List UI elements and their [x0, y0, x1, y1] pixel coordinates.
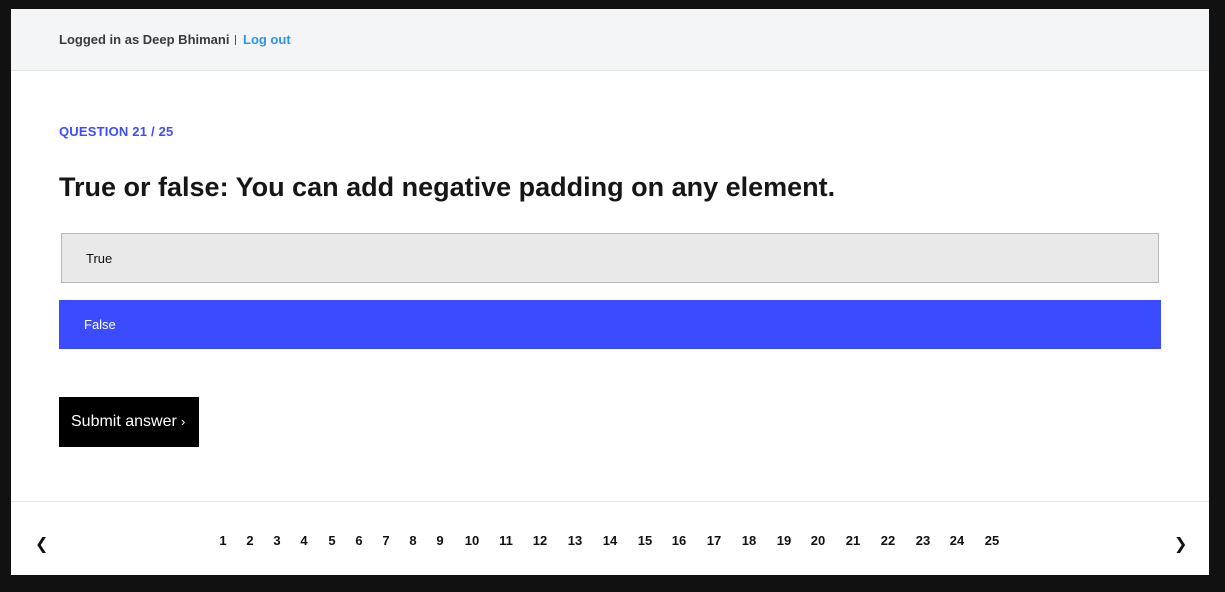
page-number-1[interactable]: 1: [219, 533, 227, 548]
question-counter: QUESTION 21 / 25: [59, 124, 174, 139]
next-question-icon[interactable]: ❯: [1174, 536, 1188, 553]
page-number-3[interactable]: 3: [273, 533, 281, 548]
page-number-6[interactable]: 6: [355, 533, 363, 548]
page-number-12[interactable]: 12: [532, 533, 548, 548]
page-number-19[interactable]: 19: [776, 533, 792, 548]
option-false-label: False: [84, 317, 116, 332]
option-true[interactable]: True: [61, 233, 1159, 283]
quiz-window: Logged in as Deep Bhimani Log out QUESTI…: [11, 9, 1209, 575]
logged-in-label: Logged in as Deep Bhimani: [59, 32, 230, 47]
page-number-20[interactable]: 20: [810, 533, 826, 548]
top-bar: Logged in as Deep Bhimani Log out: [11, 9, 1209, 71]
submit-answer-label: Submit answer: [71, 413, 177, 430]
chevron-right-icon: ›: [181, 414, 186, 429]
page-number-9[interactable]: 9: [436, 533, 444, 548]
logout-link[interactable]: Log out: [243, 32, 291, 47]
page-number-18[interactable]: 18: [741, 533, 757, 548]
page-number-22[interactable]: 22: [880, 533, 896, 548]
page-number-25[interactable]: 25: [984, 533, 1000, 548]
page-number-14[interactable]: 14: [602, 533, 618, 548]
page-number-list: 1 2 3 4 5 6 7 8 9 10 11 12 13 14 15 16 17 18 19 20 21 22 23 24 2…: [211, 533, 1011, 553]
page-number-23[interactable]: 23: [915, 533, 931, 548]
page-number-7[interactable]: 7: [382, 533, 390, 548]
page-number-16[interactable]: 16: [671, 533, 687, 548]
page-number-11[interactable]: 11: [499, 533, 513, 548]
page-number-24[interactable]: 24: [949, 533, 965, 548]
previous-question-icon[interactable]: ❮: [35, 536, 49, 553]
page-number-17[interactable]: 17: [706, 533, 722, 548]
header-separator: [235, 35, 236, 45]
page-number-5[interactable]: 5: [328, 533, 336, 548]
page-number-4[interactable]: 4: [300, 533, 308, 548]
pagination-bar: ❮ 1 2 3 4 5 6 7 8 9 10 11 12 13 14 15 16 17 18 19 20 21 22 23 2…: [11, 501, 1209, 575]
option-true-label: True: [86, 251, 113, 266]
option-false[interactable]: False: [59, 300, 1161, 349]
page-number-21[interactable]: 21: [845, 533, 861, 548]
page-number-10[interactable]: 10: [464, 533, 480, 548]
question-text: True or false: You can add negative padd…: [59, 172, 836, 202]
page-number-2[interactable]: 2: [246, 533, 254, 548]
page-number-15[interactable]: 15: [637, 533, 653, 548]
page-number-13[interactable]: 13: [567, 533, 583, 548]
page-number-8[interactable]: 8: [409, 533, 417, 548]
submit-answer-button[interactable]: Submit answer ›: [59, 397, 199, 447]
